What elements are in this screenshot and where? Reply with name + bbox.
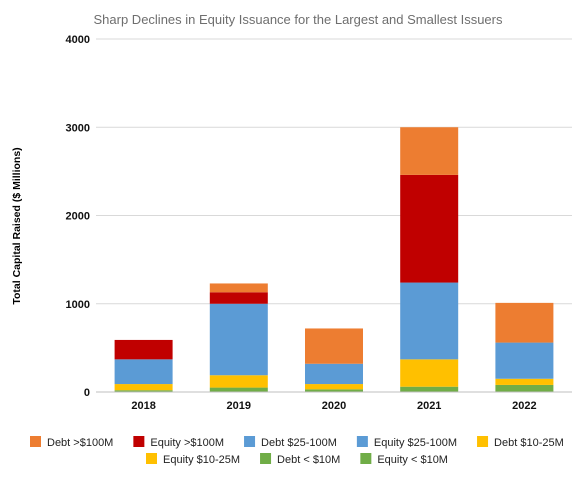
legend-label: Equity $25-100M xyxy=(374,437,457,449)
gridlines xyxy=(96,38,572,305)
legend-label: Debt >$100M xyxy=(47,437,113,449)
bar-segment xyxy=(305,363,363,385)
x-tick-label: 2020 xyxy=(322,400,346,412)
legend-swatch xyxy=(356,436,368,447)
bar-segment xyxy=(114,359,173,385)
bar-segment xyxy=(495,342,554,379)
bar-segment xyxy=(209,375,268,388)
axes: 0 1000 2000 3000 4000 2018 2019 2020 2021 2022 xyxy=(66,34,572,412)
legend-swatch xyxy=(360,453,372,464)
legend-label: Debt < $10M xyxy=(277,454,340,466)
y-tick-label: 0 xyxy=(84,387,90,399)
bar-segment xyxy=(495,378,554,385)
y-tick-label: 3000 xyxy=(66,122,90,134)
chart-title: Sharp Declines in Equity Issuance for th… xyxy=(94,12,503,27)
x-tick-label: 2021 xyxy=(417,400,441,412)
y-tick-label: 1000 xyxy=(66,299,90,311)
legend-swatch xyxy=(477,436,489,447)
legend-swatch xyxy=(146,453,157,464)
y-tick-label: 4000 xyxy=(66,34,90,46)
bar-segment xyxy=(114,339,173,360)
legend-swatch xyxy=(260,453,272,464)
bar-segment xyxy=(209,303,268,376)
x-tick-label: 2019 xyxy=(227,400,251,412)
x-tick-label: 2022 xyxy=(512,400,536,412)
legend-swatch xyxy=(133,436,145,447)
bar-segment xyxy=(305,389,363,392)
legend-label: Equity < $10M xyxy=(377,454,448,466)
legend-label: Debt $25-100M xyxy=(261,437,337,449)
bar-segment xyxy=(114,390,173,392)
bar-segment xyxy=(400,386,459,392)
legend-label: Equity >$100M xyxy=(150,437,224,449)
bar-segment xyxy=(305,384,363,390)
y-tick-label: 2000 xyxy=(66,211,90,223)
bar-segment xyxy=(495,384,554,392)
bar-segment xyxy=(209,283,268,293)
x-tick-label: 2018 xyxy=(131,400,155,412)
bar-segment xyxy=(400,127,459,175)
legend: Debt >$100M Equity >$100M Debt $25-100M Equ… xyxy=(30,436,564,466)
bar-segment xyxy=(305,328,363,364)
bar-segment xyxy=(495,302,554,343)
bar-segment xyxy=(400,282,459,360)
bars xyxy=(114,127,554,392)
bar-segment xyxy=(114,384,173,391)
bar-segment xyxy=(209,387,268,392)
bar-segment xyxy=(400,359,459,387)
legend-swatch xyxy=(244,436,256,447)
legend-swatch xyxy=(30,436,41,447)
legend-label: Equity $10-25M xyxy=(163,454,240,466)
y-axis-label: Total Capital Raised ($ Millions) xyxy=(11,147,23,304)
bar-segment xyxy=(400,174,459,283)
legend-label: Debt $10-25M xyxy=(494,437,564,449)
bar-segment xyxy=(209,292,268,304)
